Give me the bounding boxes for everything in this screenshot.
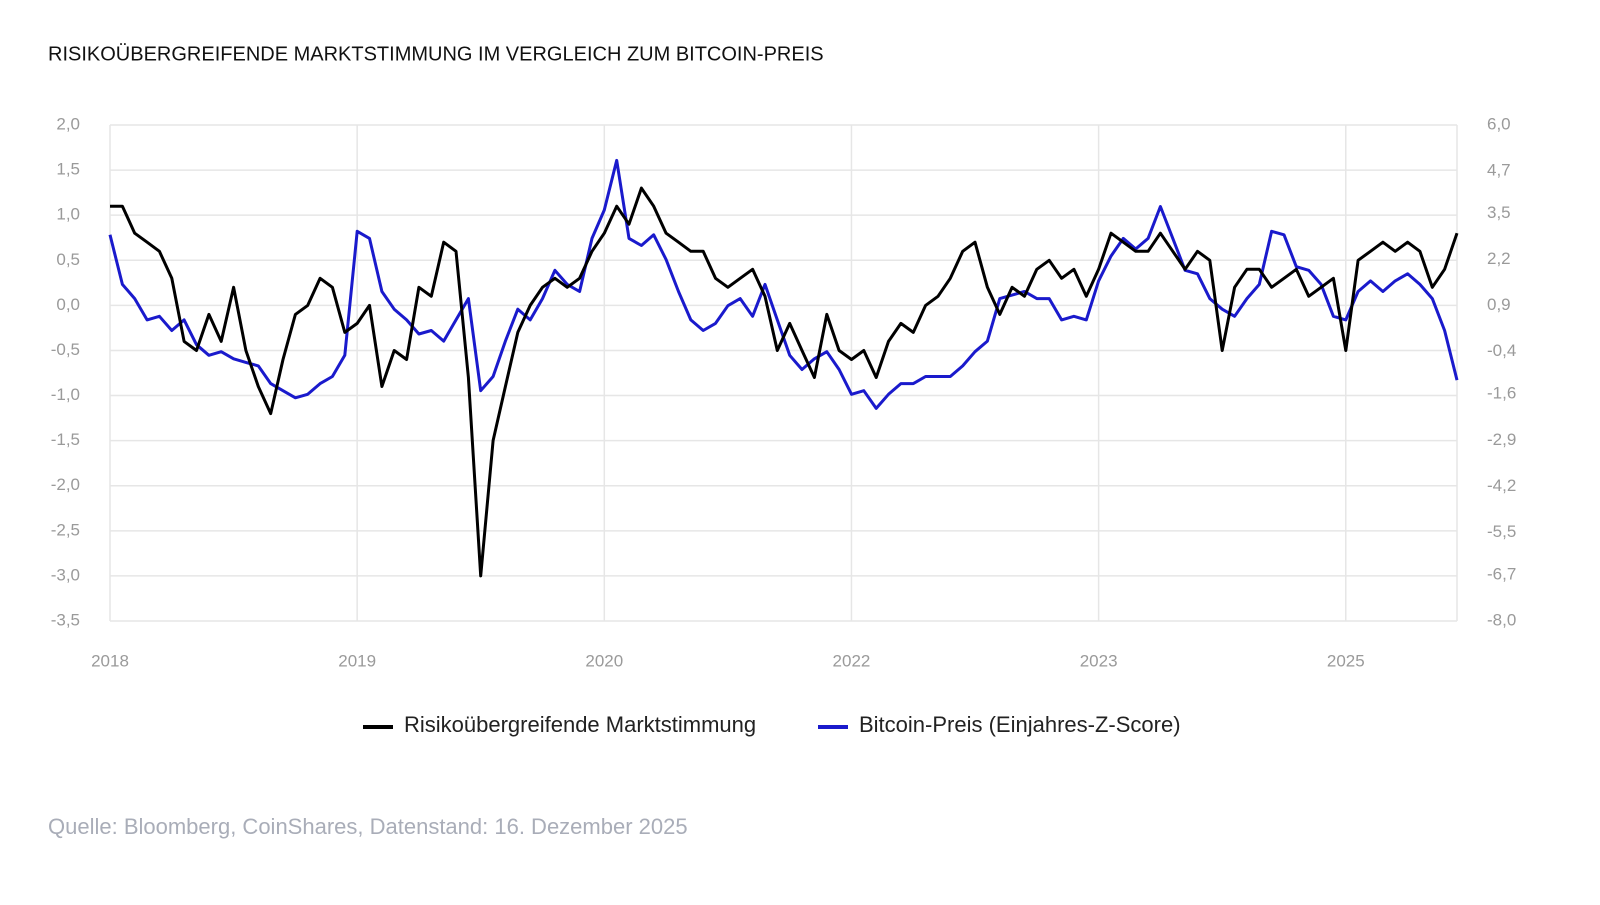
y-tick-label: 2,0 <box>56 114 80 133</box>
series-line <box>110 186 1459 578</box>
y2-tick-label: 6,0 <box>1487 114 1511 133</box>
y-tick-label: -3,5 <box>51 610 80 629</box>
y-tick-label: 1,5 <box>56 160 80 179</box>
y-tick-label: -3,0 <box>51 565 80 584</box>
y2-tick-label: -1,6 <box>1487 384 1516 403</box>
y2-tick-label: -5,5 <box>1487 522 1516 541</box>
y2-tick-label: -4,2 <box>1487 476 1516 495</box>
source-note: Quelle: Bloomberg, CoinShares, Datenstan… <box>48 814 688 839</box>
x-tick-label: 2022 <box>833 651 871 670</box>
y2-tick-label: -0,4 <box>1487 341 1516 360</box>
y2-tick-label: 3,5 <box>1487 203 1511 222</box>
y-tick-label: 1,0 <box>56 205 80 224</box>
chart-title: RISIKOÜBERGREIFENDE MARKTSTIMMUNG IM VER… <box>48 43 824 65</box>
y-tick-label: -2,5 <box>51 520 80 539</box>
x-tick-label: 2020 <box>585 651 623 670</box>
x-tick-label: 2025 <box>1327 651 1365 670</box>
x-tick-label: 2023 <box>1080 651 1118 670</box>
y2-tick-label: -2,9 <box>1487 430 1516 449</box>
x-tick-label: 2018 <box>91 651 129 670</box>
legend-label: Risikoübergreifende Marktstimmung <box>404 712 756 737</box>
y-tick-label: -0,5 <box>51 340 80 359</box>
y-tick-label: 0,5 <box>56 250 80 269</box>
y2-tick-label: -6,7 <box>1487 564 1516 583</box>
y-tick-label: 0,0 <box>56 295 80 314</box>
y2-tick-label: 0,9 <box>1487 295 1511 314</box>
y2-tick-label: 2,2 <box>1487 249 1511 268</box>
series-line <box>108 158 1459 410</box>
legend-label: Bitcoin-Preis (Einjahres-Z-Score) <box>859 712 1181 737</box>
y2-tick-label: 4,7 <box>1487 161 1511 180</box>
y-tick-label: -1,0 <box>51 385 80 404</box>
x-tick-label: 2019 <box>338 651 376 670</box>
y2-tick-label: -8,0 <box>1487 610 1516 629</box>
y-tick-label: -2,0 <box>51 475 80 494</box>
y-tick-label: -1,5 <box>51 430 80 449</box>
